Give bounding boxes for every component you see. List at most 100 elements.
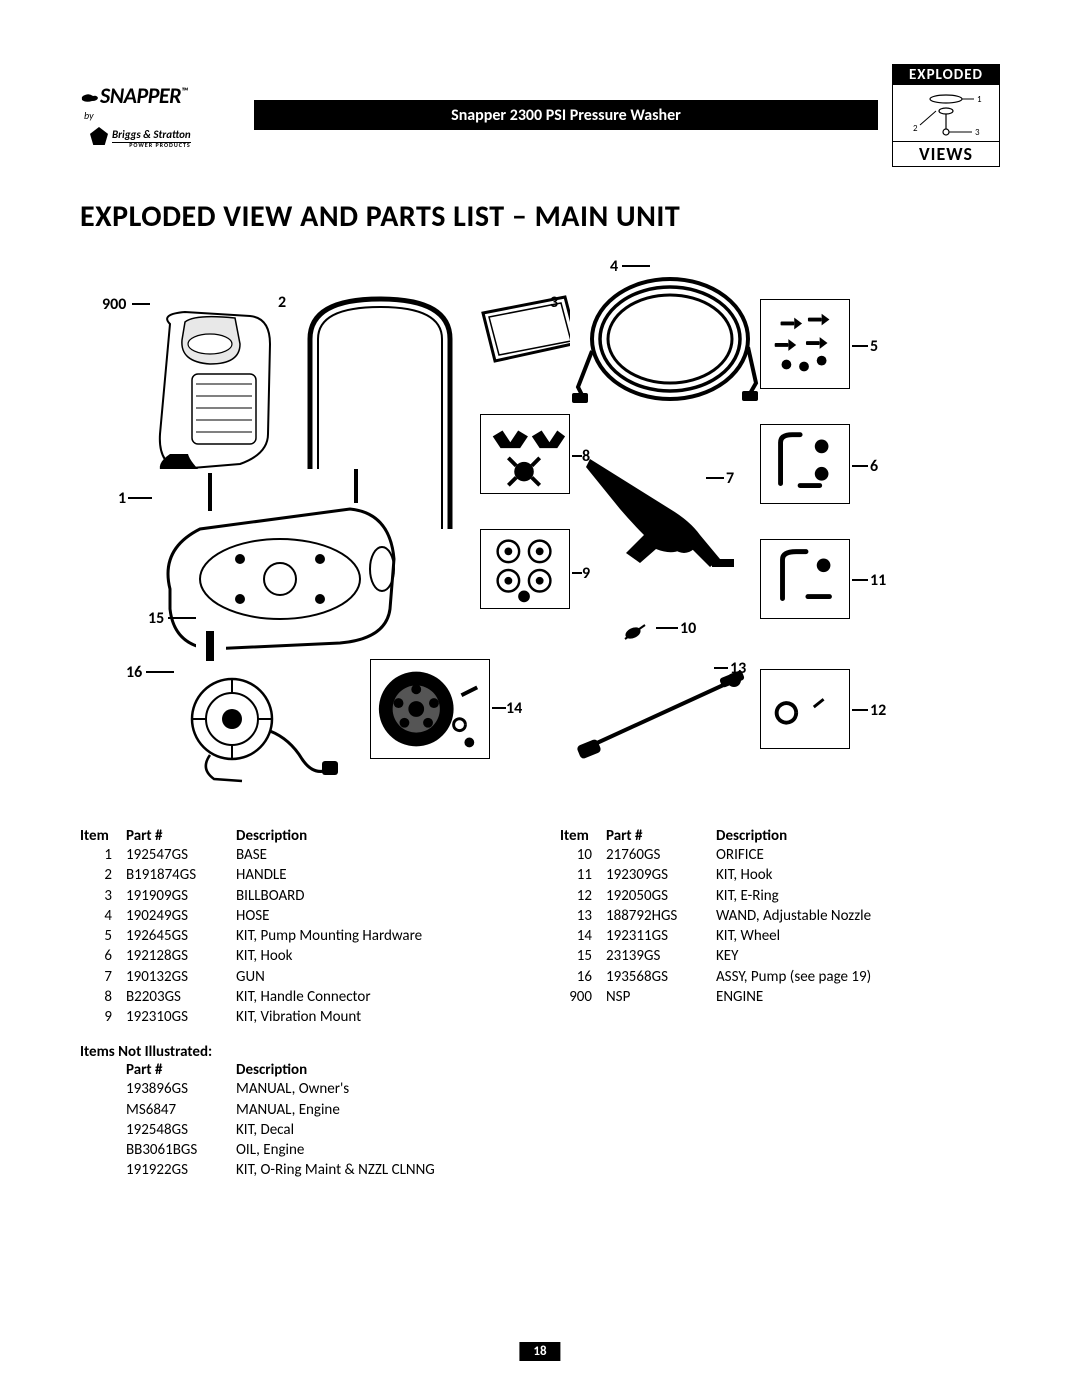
table-row: 12192050GSKIT, E-Ring	[560, 886, 1000, 906]
product-title: Snapper 2300 PSI Pressure Washer	[451, 106, 681, 125]
table-row: 4190249GSHOSE	[80, 906, 520, 926]
cell-desc: KIT, O-Ring Maint & NZZL CLNNG	[236, 1160, 435, 1180]
cell-item: 16	[560, 967, 606, 987]
diagram-part-base	[150, 469, 410, 659]
cell-part: 190132GS	[126, 967, 236, 987]
callout-16: 16	[126, 663, 142, 682]
table-row: 7190132GSGUN	[80, 967, 520, 987]
exploded-views-badge: EXPLODED 1 2 3 VIEWS	[892, 64, 1000, 167]
trademark-symbol: ™	[181, 84, 188, 97]
brand-logo-block: SNAPPER™ by Briggs & Stratton POWER PROD…	[80, 82, 240, 149]
cell-item: 11	[560, 865, 606, 885]
cell-part: 191922GS	[126, 1160, 236, 1180]
table-row: 1523139GSKEY	[560, 946, 1000, 966]
callout-7: 7	[726, 469, 734, 488]
callout-15: 15	[148, 609, 164, 628]
cell-desc: KIT, Hook	[236, 946, 520, 966]
cell-item: 6	[80, 946, 126, 966]
cell-desc: ENGINE	[716, 987, 1000, 1007]
cell-part: NSP	[606, 987, 716, 1007]
badge-top-label: EXPLODED	[893, 65, 999, 85]
callout-900: 900	[102, 295, 126, 314]
svg-text:3: 3	[975, 127, 980, 138]
table-row: 3191909GSBILLBOARD	[80, 886, 520, 906]
diagram-part-billboard	[475, 289, 585, 369]
cell-desc: KIT, Hook	[716, 865, 1000, 885]
diagram-part-e-ring	[760, 669, 850, 749]
table-row: 5192645GSKIT, Pump Mounting Hardware	[80, 926, 520, 946]
callout-5: 5	[870, 337, 878, 356]
brand-name: SNAPPER	[100, 82, 181, 109]
cell-item: 9	[80, 1007, 126, 1027]
cell-desc: ASSY, Pump (see page 19)	[716, 967, 1000, 987]
briggs-shield-icon	[90, 127, 108, 145]
table-header-row: Item Part # Description	[560, 827, 1000, 845]
table-row: 193896GSMANUAL, Owner's	[126, 1079, 520, 1099]
table-row: MS6847MANUAL, Engine	[126, 1100, 520, 1120]
cell-item: 7	[80, 967, 126, 987]
cell-item: 1	[80, 845, 126, 865]
callout-14: 14	[506, 699, 522, 718]
badge-diagram-icon: 1 2 3	[893, 85, 999, 141]
cell-part: 192128GS	[126, 946, 236, 966]
cell-desc: KIT, E-Ring	[716, 886, 1000, 906]
diagram-part-engine	[140, 304, 290, 484]
col-header-desc: Description	[716, 827, 1000, 845]
table-row: 13188792HGSWAND, Adjustable Nozzle	[560, 906, 1000, 926]
diagram-part-vibration-mount	[480, 529, 570, 609]
sub-brand-block: Briggs & Stratton POWER PRODUCTS	[90, 124, 191, 149]
col-header-part: Part #	[126, 827, 236, 845]
cell-item: 13	[560, 906, 606, 926]
not-illustrated-heading: Items Not Illustrated:	[80, 1043, 520, 1061]
cell-part: 191909GS	[126, 886, 236, 906]
cell-part: 192309GS	[606, 865, 716, 885]
cell-desc: HANDLE	[236, 865, 520, 885]
cell-part: 193896GS	[126, 1079, 236, 1099]
cell-desc: KEY	[716, 946, 1000, 966]
callout-13: 13	[730, 659, 746, 678]
cell-part: 192645GS	[126, 926, 236, 946]
cell-part: 23139GS	[606, 946, 716, 966]
table-row: 14192311GSKIT, Wheel	[560, 926, 1000, 946]
cell-part: B2203GS	[126, 987, 236, 1007]
cell-desc: KIT, Handle Connector	[236, 987, 520, 1007]
cell-desc: KIT, Vibration Mount	[236, 1007, 520, 1027]
cell-desc: OIL, Engine	[236, 1140, 304, 1160]
table-header-row: Item Part # Description	[80, 827, 520, 845]
cell-desc: BASE	[236, 845, 520, 865]
cell-desc: KIT, Pump Mounting Hardware	[236, 926, 520, 946]
callout-8: 8	[582, 447, 590, 466]
not-illustrated-section: Items Not Illustrated: Part # Descriptio…	[80, 1043, 520, 1180]
page-header: SNAPPER™ by Briggs & Stratton POWER PROD…	[80, 60, 1000, 170]
sub-brand-line2: POWER PRODUCTS	[126, 141, 191, 149]
callout-4: 4	[610, 257, 618, 276]
cell-desc: GUN	[236, 967, 520, 987]
callout-1: 1	[118, 489, 126, 508]
product-title-bar: Snapper 2300 PSI Pressure Washer	[254, 100, 878, 130]
cell-item: 4	[80, 906, 126, 926]
cell-part: BB3061BGS	[126, 1140, 236, 1160]
table-row: 192548GSKIT, Decal	[126, 1120, 520, 1140]
diagram-part-wand	[570, 664, 750, 764]
table-row: 16193568GSASSY, Pump (see page 19)	[560, 967, 1000, 987]
cell-part: 21760GS	[606, 845, 716, 865]
callout-12: 12	[870, 701, 886, 720]
by-label: by	[84, 109, 94, 122]
table-row: BB3061BGSOIL, Engine	[126, 1140, 520, 1160]
cell-part: 192310GS	[126, 1007, 236, 1027]
diagram-part-gun	[580, 449, 750, 579]
diagram-part-hook-kit	[760, 424, 850, 504]
cell-desc: HOSE	[236, 906, 520, 926]
svg-text:2: 2	[913, 123, 918, 134]
svg-text:1: 1	[977, 94, 982, 105]
page: SNAPPER™ by Briggs & Stratton POWER PROD…	[0, 0, 1080, 1397]
parts-tables: Item Part # Description 1192547GSBASE2B1…	[80, 827, 1000, 1181]
cell-desc: MANUAL, Owner's	[236, 1079, 349, 1099]
callout-11: 11	[870, 571, 886, 590]
col-header-item: Item	[560, 827, 606, 845]
callout-6: 6	[870, 457, 878, 476]
col-header-part: Part #	[606, 827, 716, 845]
diagram-part-pump-assy	[170, 669, 340, 789]
callout-10: 10	[680, 619, 696, 638]
callout-2: 2	[278, 293, 286, 312]
